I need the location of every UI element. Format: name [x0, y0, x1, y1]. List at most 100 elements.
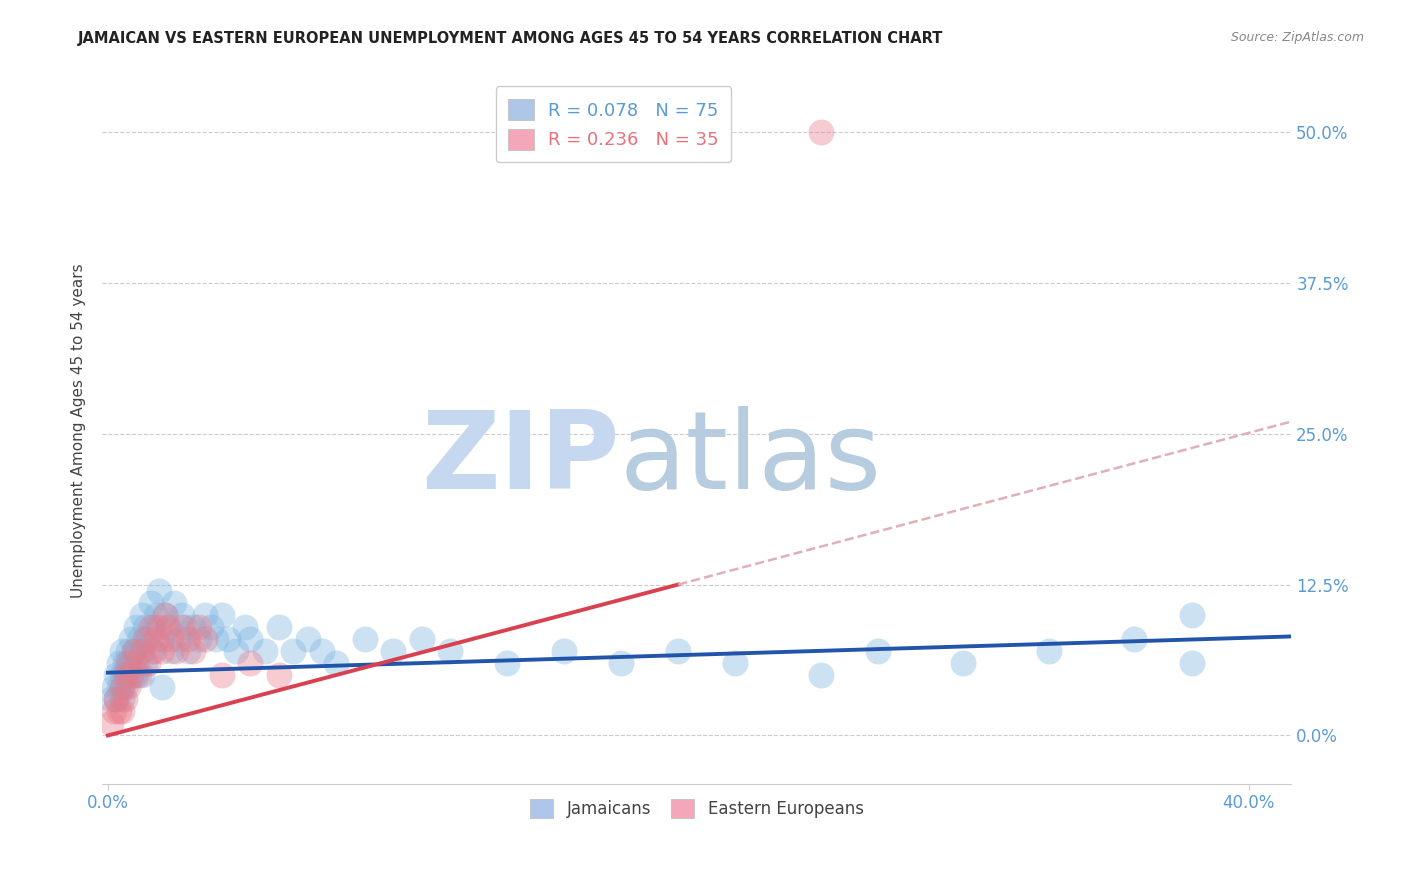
Point: [134, 632, 156, 646]
Point: [120, 656, 142, 670]
Point: [325, 656, 347, 670]
Point: [153, 607, 176, 622]
Point: [217, 632, 239, 646]
Point: [108, 656, 131, 670]
Point: [111, 680, 134, 694]
Point: [205, 632, 228, 646]
Point: [211, 607, 233, 622]
Point: [153, 607, 176, 622]
Point: [952, 656, 974, 670]
Text: atlas: atlas: [620, 406, 882, 512]
Point: [117, 656, 139, 670]
Legend: Jamaicans, Eastern Europeans: Jamaicans, Eastern Europeans: [523, 792, 870, 825]
Point: [1180, 607, 1202, 622]
Point: [125, 644, 148, 658]
Point: [108, 680, 131, 694]
Point: [114, 668, 136, 682]
Point: [188, 620, 211, 634]
Point: [297, 632, 319, 646]
Point: [188, 632, 211, 646]
Point: [142, 644, 165, 658]
Point: [724, 656, 747, 670]
Point: [167, 632, 190, 646]
Point: [150, 632, 173, 646]
Point: [111, 704, 134, 718]
Point: [125, 620, 148, 634]
Point: [128, 632, 150, 646]
Point: [148, 583, 170, 598]
Point: [411, 632, 433, 646]
Point: [128, 668, 150, 682]
Point: [150, 680, 173, 694]
Point: [211, 668, 233, 682]
Point: [267, 620, 290, 634]
Point: [125, 656, 148, 670]
Point: [105, 692, 128, 706]
Point: [159, 644, 181, 658]
Point: [150, 644, 173, 658]
Point: [174, 620, 197, 634]
Point: [139, 596, 162, 610]
Point: [194, 607, 217, 622]
Point: [131, 668, 153, 682]
Point: [170, 620, 193, 634]
Point: [156, 620, 179, 634]
Point: [666, 644, 689, 658]
Point: [145, 607, 167, 622]
Point: [239, 632, 262, 646]
Y-axis label: Unemployment Among Ages 45 to 54 years: Unemployment Among Ages 45 to 54 years: [72, 263, 86, 598]
Point: [131, 607, 153, 622]
Point: [111, 668, 134, 682]
Point: [122, 644, 145, 658]
Point: [103, 704, 125, 718]
Point: [353, 632, 375, 646]
Point: [114, 656, 136, 670]
Point: [117, 680, 139, 694]
Point: [553, 644, 575, 658]
Point: [136, 632, 159, 646]
Point: [382, 644, 405, 658]
Point: [105, 692, 128, 706]
Point: [111, 680, 134, 694]
Point: [439, 644, 461, 658]
Point: [120, 668, 142, 682]
Point: [810, 125, 832, 139]
Point: [311, 644, 333, 658]
Point: [170, 607, 193, 622]
Point: [866, 644, 889, 658]
Point: [117, 668, 139, 682]
Point: [117, 656, 139, 670]
Point: [145, 632, 167, 646]
Point: [117, 644, 139, 658]
Point: [183, 620, 205, 634]
Point: [177, 644, 200, 658]
Point: [114, 680, 136, 694]
Point: [233, 620, 256, 634]
Point: [225, 644, 247, 658]
Point: [142, 620, 165, 634]
Point: [139, 644, 162, 658]
Point: [1123, 632, 1146, 646]
Point: [1038, 644, 1060, 658]
Point: [810, 668, 832, 682]
Point: [105, 668, 128, 682]
Point: [122, 668, 145, 682]
Point: [183, 644, 205, 658]
Point: [136, 656, 159, 670]
Point: [122, 644, 145, 658]
Point: [239, 656, 262, 670]
Point: [134, 620, 156, 634]
Point: [131, 644, 153, 658]
Point: [103, 680, 125, 694]
Point: [111, 644, 134, 658]
Point: [120, 632, 142, 646]
Point: [131, 644, 153, 658]
Point: [156, 620, 179, 634]
Point: [100, 716, 122, 731]
Point: [148, 620, 170, 634]
Point: [125, 668, 148, 682]
Point: [496, 656, 519, 670]
Point: [159, 632, 181, 646]
Point: [100, 692, 122, 706]
Point: [162, 596, 184, 610]
